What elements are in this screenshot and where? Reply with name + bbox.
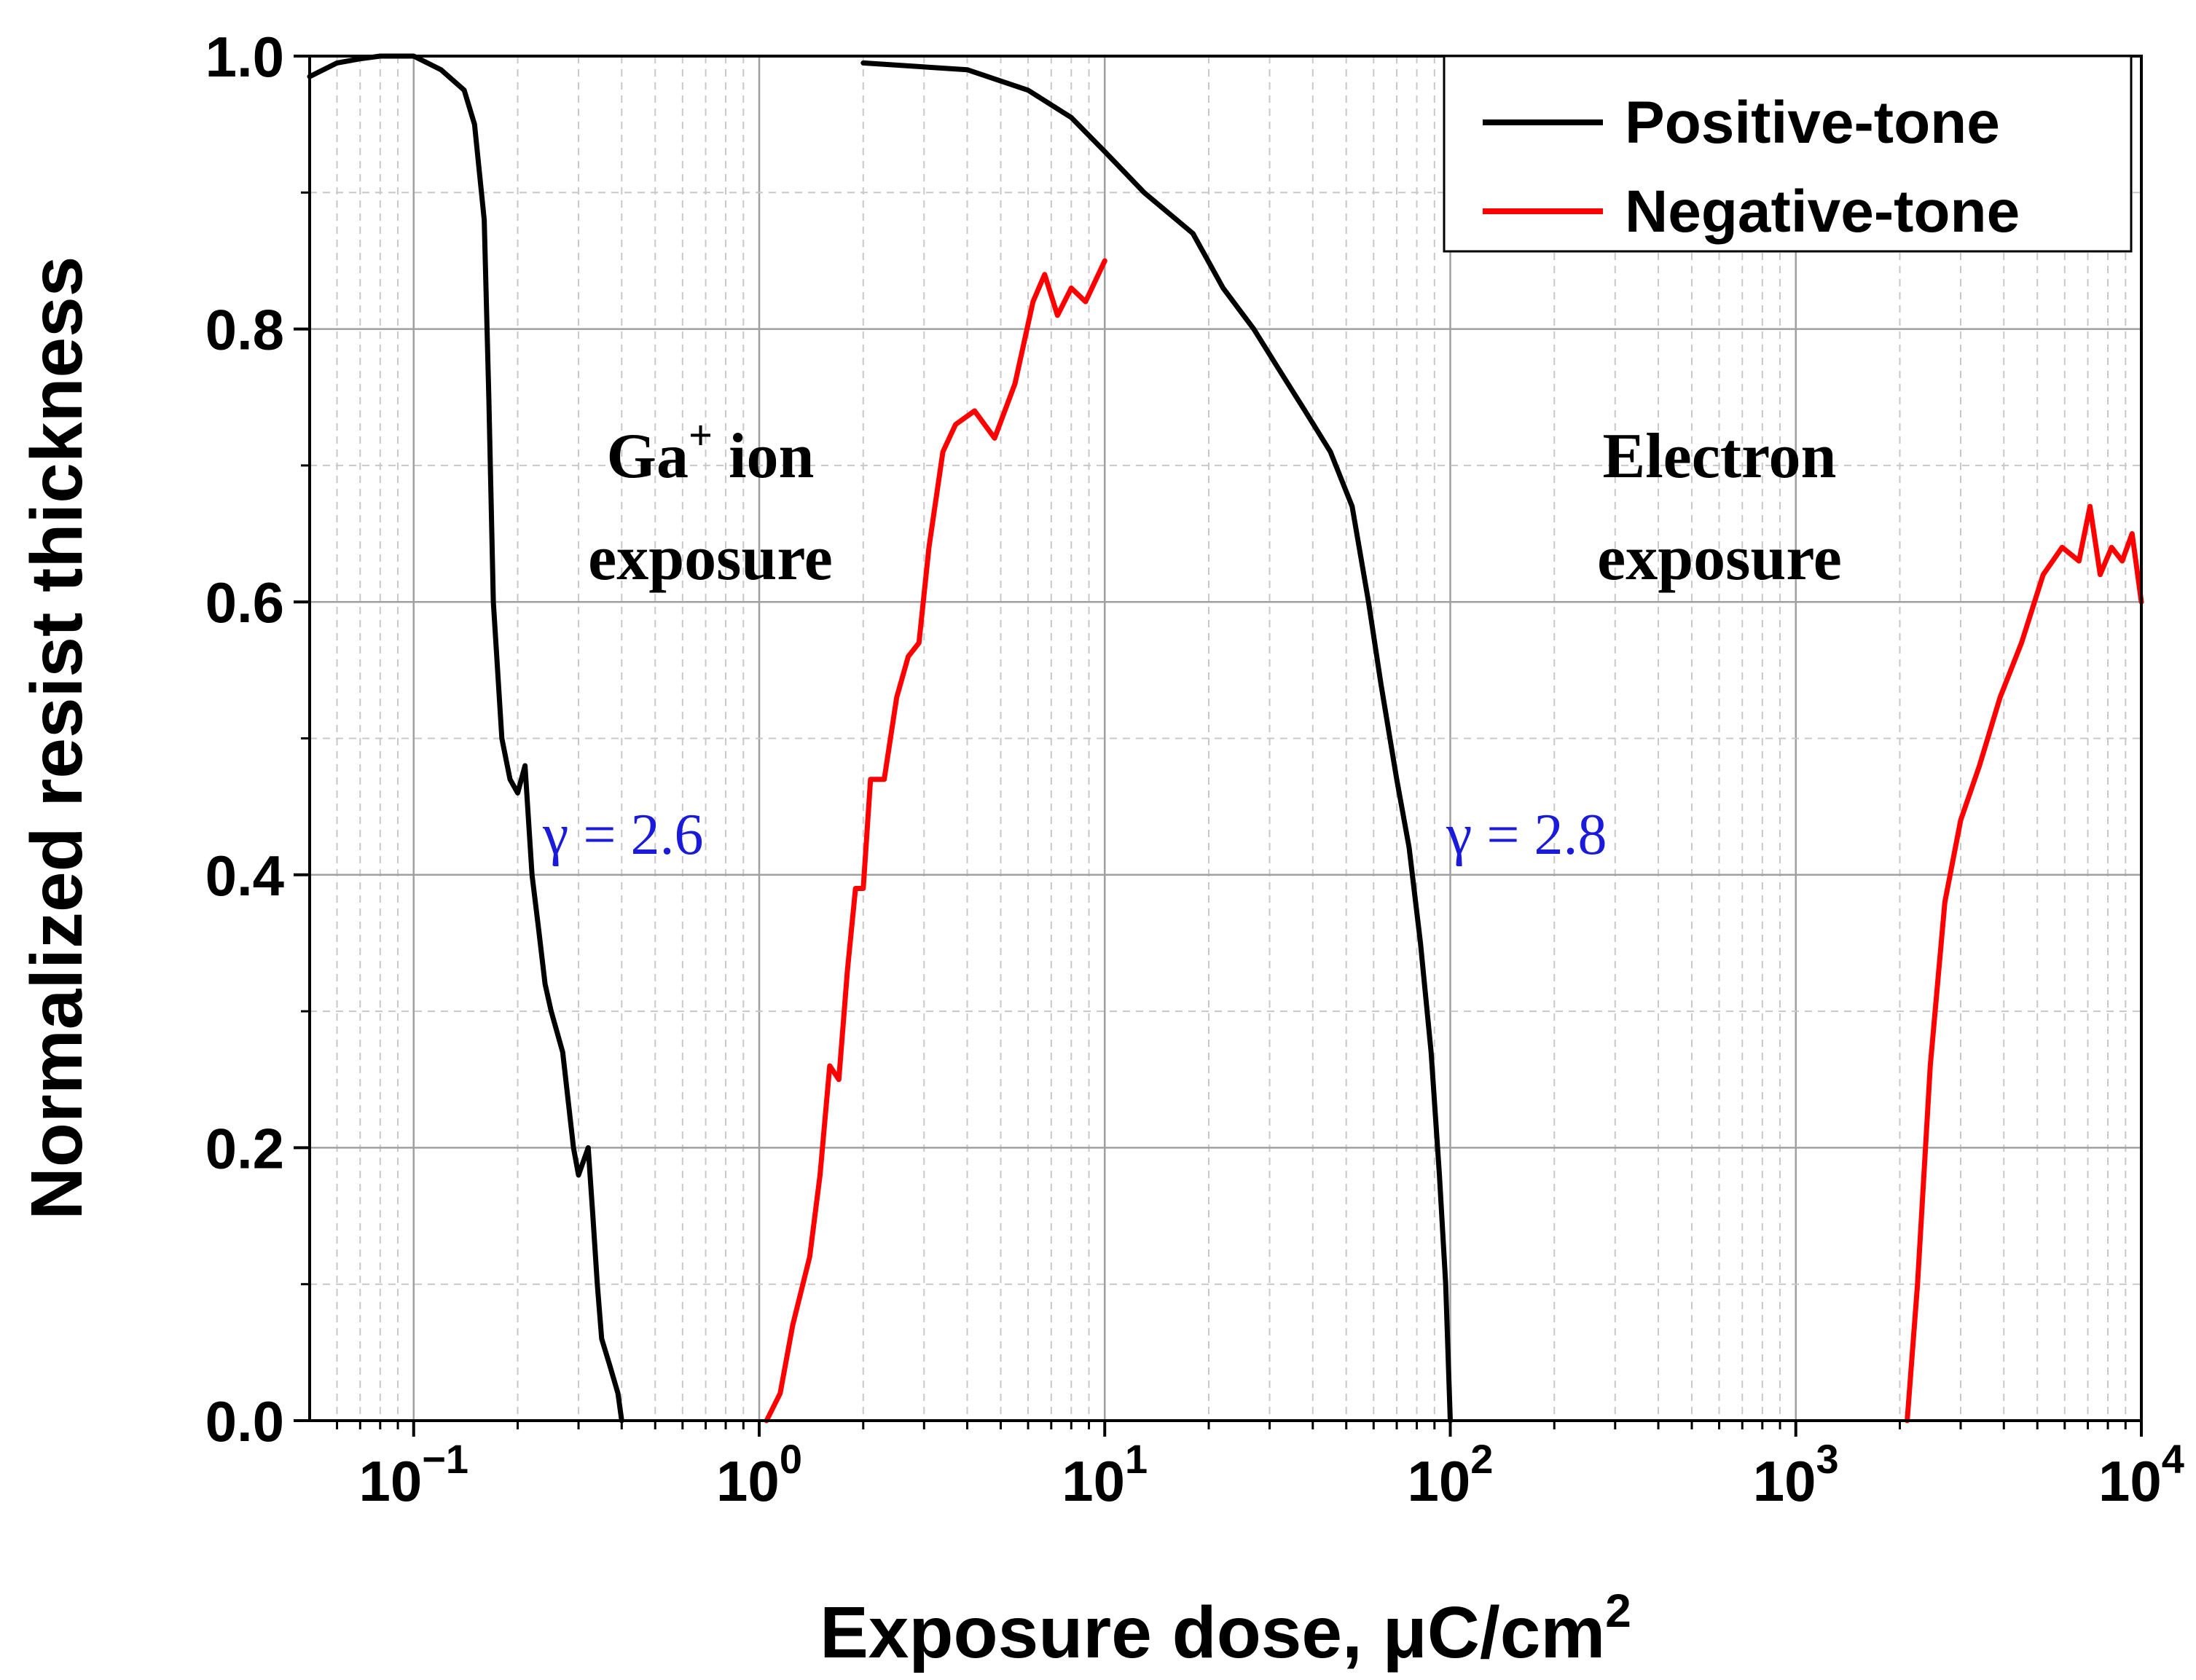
- x-axis-title-sup: 2: [1605, 1585, 1631, 1637]
- positive-tone-ion-curve: [307, 53, 624, 1424]
- series-group: [307, 53, 2144, 1424]
- negative-tone-electron-curve: [1905, 503, 2144, 1424]
- positive-tone-electron-curve: [860, 60, 1453, 1424]
- y-tick-label: 1.0: [205, 25, 284, 89]
- ga-ion-label-line1: Ga+ ion: [607, 412, 815, 492]
- grid: [310, 55, 2143, 1422]
- legend-label-positive: Positive-tone: [1625, 90, 2000, 156]
- y-tick-labels: 0.0 0.2 0.4 0.6 0.8 1.0: [205, 25, 284, 1453]
- y-axis-title: Normalized resist thickness: [16, 256, 98, 1220]
- gamma-electron-label: γ = 2.8: [1446, 803, 1607, 867]
- x-tick-labels: 10−1 100 101 102 103 104: [358, 1436, 2184, 1513]
- plot-frame: [308, 55, 2143, 1422]
- y-tick-label: 0.2: [205, 1116, 284, 1180]
- axis-ticks: [294, 55, 2143, 1437]
- legend-box: [1443, 55, 2133, 253]
- y-tick-label: 0.4: [205, 844, 284, 908]
- x-tick-label: 104: [2098, 1436, 2184, 1513]
- y-tick-label: 0.0: [205, 1389, 284, 1453]
- electron-label-line1: Electron: [1603, 421, 1837, 492]
- x-tick-label: 102: [1408, 1436, 1494, 1513]
- y-tick-label: 0.6: [205, 570, 284, 635]
- x-axis-title-main: Exposure dose, μC/cm: [820, 1592, 1605, 1673]
- ga-ion-label-line2: exposure: [588, 523, 833, 594]
- x-axis-title: Exposure dose, μC/cm2: [820, 1585, 1631, 1673]
- legend: Positive-tone Negative-tone: [1443, 55, 2133, 253]
- x-tick-label: 100: [716, 1436, 802, 1513]
- negative-tone-ion-curve: [764, 258, 1107, 1424]
- y-tick-label: 0.8: [205, 298, 284, 362]
- x-tick-label: 103: [1753, 1436, 1839, 1513]
- x-tick-label: 10−1: [358, 1436, 468, 1513]
- electron-label-line2: exposure: [1597, 523, 1842, 594]
- annotations: Ga+ ion exposure Electron exposure γ = 2.6 γ …: [542, 412, 1842, 867]
- x-tick-label: 101: [1062, 1436, 1148, 1513]
- gamma-ion-label: γ = 2.6: [542, 803, 703, 867]
- legend-label-negative: Negative-tone: [1625, 178, 2020, 245]
